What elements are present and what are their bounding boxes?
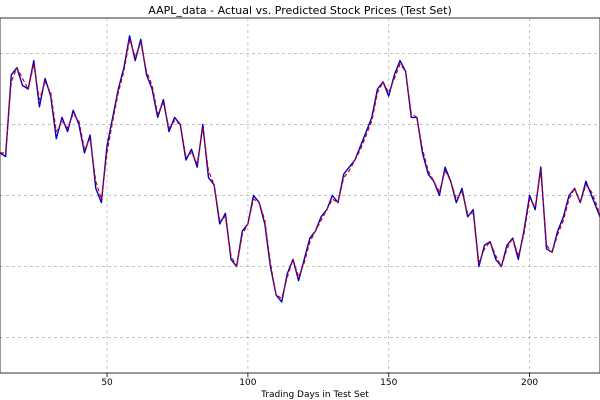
actual-series-line [0, 35, 600, 303]
series-layer [0, 35, 600, 303]
plot-frame [0, 17, 600, 374]
x-tick-label: 50 [101, 378, 113, 388]
x-tick-label: 150 [380, 378, 397, 388]
x-tick-label: 100 [239, 378, 256, 388]
grid-layer [0, 18, 600, 373]
chart-title: AAPL_data - Actual vs. Predicted Stock P… [148, 4, 452, 17]
x-axis-label: Trading Days in Test Set [260, 390, 369, 400]
x-tick-label: 200 [521, 378, 538, 388]
tick-layer: 50 100 150 200 [101, 373, 538, 388]
predicted-series-line [0, 38, 600, 299]
